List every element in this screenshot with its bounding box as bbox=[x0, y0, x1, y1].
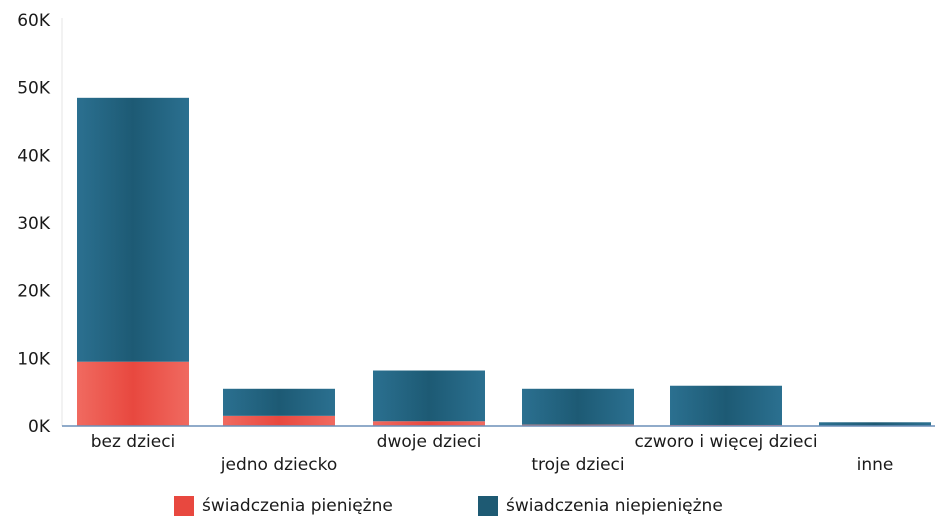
legend-swatch-cash bbox=[174, 496, 194, 516]
y-tick-label: 60K bbox=[17, 11, 51, 31]
bar-segment-cash bbox=[77, 361, 189, 426]
legend-item-noncash: świadczenia niepieniężne bbox=[478, 496, 723, 516]
bars bbox=[77, 97, 931, 427]
legend-swatch-noncash bbox=[478, 496, 498, 516]
x-category-label: bez dzieci bbox=[91, 432, 176, 452]
bar-segment-noncash bbox=[670, 385, 782, 425]
x-axis-labels: bez dzieci jedno dziecko dwoje dzieci troje… bbox=[91, 432, 894, 475]
y-axis-ticks: 0K 10K 20K 30K 40K 50K 60K bbox=[17, 11, 51, 437]
bar-segment-noncash bbox=[77, 97, 189, 362]
y-tick-label: 30K bbox=[17, 214, 51, 234]
x-category-label: jedno dziecko bbox=[220, 455, 337, 475]
y-tick-label: 50K bbox=[17, 79, 51, 99]
x-category-label: inne bbox=[857, 455, 894, 475]
bar-segment-cash bbox=[223, 415, 335, 426]
x-category-label: dwoje dzieci bbox=[377, 432, 482, 452]
bar-segment-noncash bbox=[223, 388, 335, 416]
x-category-label: czworo i więcej dzieci bbox=[634, 432, 817, 452]
legend-item-cash: świadczenia pieniężne bbox=[174, 496, 393, 516]
y-tick-label: 10K bbox=[17, 349, 51, 369]
legend-label-cash: świadczenia pieniężne bbox=[202, 496, 393, 516]
y-tick-label: 0K bbox=[28, 417, 51, 437]
bar-segment-noncash bbox=[373, 370, 485, 422]
stacked-bar-chart: 0K 10K 20K 30K 40K 50K 60K bez dzieci jedno dzi… bbox=[17, 11, 935, 475]
legend-label-noncash: świadczenia niepieniężne bbox=[506, 496, 723, 516]
x-category-label: troje dzieci bbox=[531, 455, 624, 475]
bar-segment-noncash bbox=[522, 388, 634, 425]
bar-segment-cash bbox=[373, 421, 485, 426]
y-tick-label: 40K bbox=[17, 146, 51, 166]
legend: świadczenia pieniężne świadczenia niepie… bbox=[0, 496, 940, 526]
y-tick-label: 20K bbox=[17, 282, 51, 302]
bar-segment-noncash bbox=[819, 422, 931, 426]
